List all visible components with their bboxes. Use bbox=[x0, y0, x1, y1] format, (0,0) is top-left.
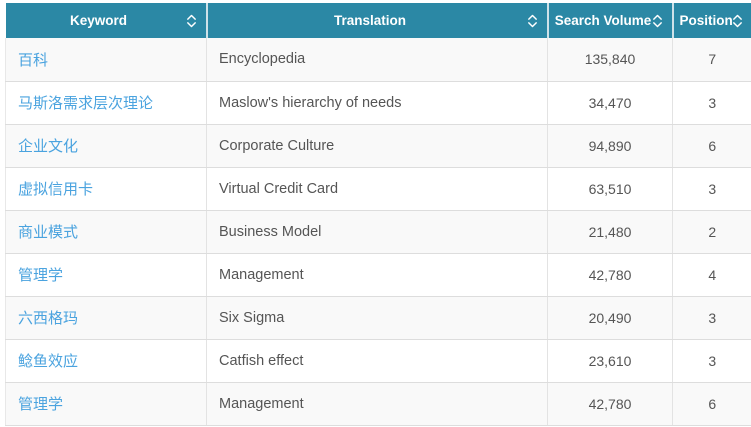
position-cell: 6 bbox=[672, 124, 751, 168]
sort-chevrons-icon bbox=[527, 14, 537, 27]
table-row: 管理学 Management 42,780 4 bbox=[5, 253, 751, 297]
keyword-cell: 六西格玛 bbox=[5, 296, 207, 340]
search-volume-cell: 135,840 bbox=[547, 38, 673, 82]
search-volume-cell: 23,610 bbox=[547, 339, 673, 383]
position-cell: 7 bbox=[672, 38, 751, 82]
keyword-link[interactable]: 管理学 bbox=[18, 396, 64, 413]
table-row: 六西格玛 Six Sigma 20,490 3 bbox=[5, 296, 751, 340]
translation-cell: Catfish effect bbox=[206, 339, 548, 383]
sort-chevrons-icon bbox=[732, 14, 742, 27]
position-cell: 3 bbox=[672, 81, 751, 125]
column-header-translation-label: Translation bbox=[333, 13, 406, 28]
keyword-link[interactable]: 六西格玛 bbox=[18, 310, 79, 327]
column-header-keyword-label: Keyword bbox=[69, 13, 127, 28]
sort-chevrons-icon bbox=[186, 14, 196, 27]
column-header-keyword[interactable]: Keyword bbox=[5, 3, 207, 38]
position-cell: 3 bbox=[672, 167, 751, 211]
translation-cell: Six Sigma bbox=[206, 296, 548, 340]
search-volume-cell: 21,480 bbox=[547, 210, 673, 254]
position-cell: 3 bbox=[672, 339, 751, 383]
keyword-cell: 马斯洛需求层次理论 bbox=[5, 81, 207, 125]
search-volume-cell: 42,780 bbox=[547, 382, 673, 426]
position-cell: 3 bbox=[672, 296, 751, 340]
keyword-cell: 管理学 bbox=[5, 253, 207, 297]
table-row: 鲶鱼效应 Catfish effect 23,610 3 bbox=[5, 339, 751, 383]
keyword-link[interactable]: 鲶鱼效应 bbox=[18, 353, 79, 370]
keyword-cell: 虚拟信用卡 bbox=[5, 167, 207, 211]
keyword-cell: 商业模式 bbox=[5, 210, 207, 254]
keyword-link[interactable]: 商业模式 bbox=[18, 224, 79, 241]
search-volume-cell: 34,470 bbox=[547, 81, 673, 125]
column-header-position[interactable]: Position bbox=[671, 3, 751, 38]
position-cell: 2 bbox=[672, 210, 751, 254]
column-header-search-volume[interactable]: Search Volume bbox=[546, 3, 673, 38]
translation-cell: Management bbox=[206, 253, 548, 297]
search-volume-cell: 42,780 bbox=[547, 253, 673, 297]
keyword-link[interactable]: 马斯洛需求层次理论 bbox=[18, 95, 154, 112]
translation-cell: Corporate Culture bbox=[206, 124, 548, 168]
table-row: 虚拟信用卡 Virtual Credit Card 63,510 3 bbox=[5, 167, 751, 211]
column-header-search-volume-label: Search Volume bbox=[554, 13, 652, 28]
translation-cell: Maslow's hierarchy of needs bbox=[206, 81, 548, 125]
translation-cell: Encyclopedia bbox=[206, 38, 548, 82]
translation-cell: Management bbox=[206, 382, 548, 426]
table-row: 商业模式 Business Model 21,480 2 bbox=[5, 210, 751, 254]
column-header-position-label: Position bbox=[679, 13, 733, 28]
keyword-link[interactable]: 虚拟信用卡 bbox=[18, 181, 94, 198]
keyword-link[interactable]: 管理学 bbox=[18, 267, 64, 284]
keyword-link[interactable]: 百科 bbox=[18, 51, 49, 69]
table-row: 百科 Encyclopedia 135,840 7 bbox=[5, 38, 751, 82]
table-row: 企业文化 Corporate Culture 94,890 6 bbox=[5, 124, 751, 168]
translation-cell: Virtual Credit Card bbox=[206, 167, 548, 211]
table-row: 管理学 Management 42,780 6 bbox=[5, 382, 751, 426]
table-row: 马斯洛需求层次理论 Maslow's hierarchy of needs 34… bbox=[5, 81, 751, 125]
position-cell: 4 bbox=[672, 253, 751, 297]
keyword-cell: 企业文化 bbox=[5, 124, 207, 168]
table-body: 百科 Encyclopedia 135,840 7 马斯洛需求层次理论 Masl… bbox=[5, 38, 751, 426]
search-volume-cell: 94,890 bbox=[547, 124, 673, 168]
keyword-cell: 管理学 bbox=[5, 382, 207, 426]
search-volume-cell: 20,490 bbox=[547, 296, 673, 340]
sort-chevrons-icon bbox=[652, 14, 662, 27]
table-header: Keyword Translation Search Volume Positi… bbox=[5, 3, 751, 38]
keyword-table: Keyword Translation Search Volume Positi… bbox=[5, 3, 751, 426]
column-header-translation[interactable]: Translation bbox=[205, 3, 548, 38]
search-volume-cell: 63,510 bbox=[547, 167, 673, 211]
keyword-cell: 百科 bbox=[5, 38, 207, 82]
translation-cell: Business Model bbox=[206, 210, 548, 254]
keyword-link[interactable]: 企业文化 bbox=[18, 138, 79, 155]
keyword-cell: 鲶鱼效应 bbox=[5, 339, 207, 383]
position-cell: 6 bbox=[672, 382, 751, 426]
